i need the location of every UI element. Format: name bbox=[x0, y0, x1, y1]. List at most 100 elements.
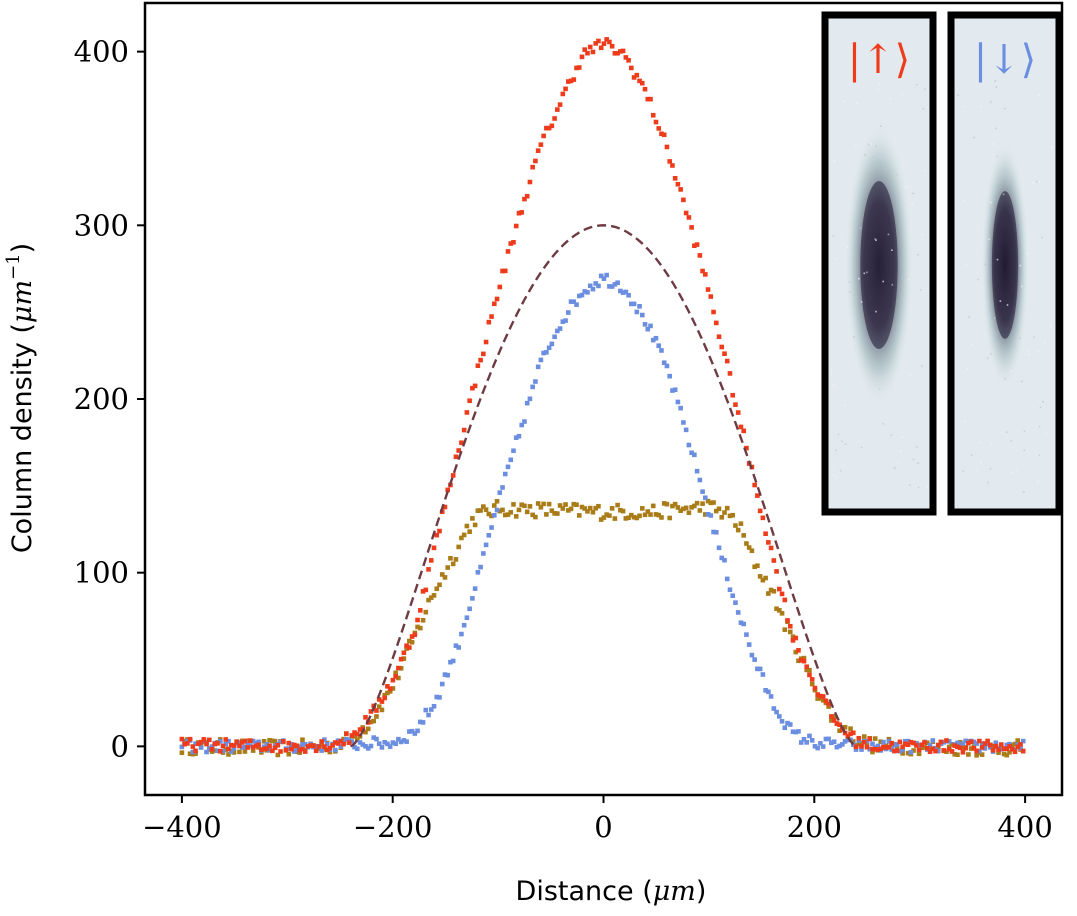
data-point bbox=[672, 387, 678, 393]
noise-speck bbox=[909, 484, 911, 487]
noise-speck bbox=[1023, 449, 1026, 452]
data-point bbox=[724, 576, 730, 582]
data-point bbox=[483, 339, 489, 345]
noise-speck bbox=[999, 300, 1002, 302]
noise-speck bbox=[965, 263, 968, 266]
data-point bbox=[590, 509, 596, 515]
data-point bbox=[766, 689, 771, 695]
data-point bbox=[242, 749, 248, 754]
data-point bbox=[820, 694, 826, 699]
data-point bbox=[590, 49, 596, 55]
data-point bbox=[387, 686, 393, 692]
noise-speck bbox=[908, 278, 910, 281]
x-tick-label: 400 bbox=[997, 810, 1052, 844]
data-point bbox=[818, 741, 823, 746]
data-point bbox=[659, 515, 664, 520]
data-point bbox=[456, 544, 461, 550]
noise-speck bbox=[917, 462, 919, 465]
data-point bbox=[935, 746, 941, 751]
data-point bbox=[478, 357, 483, 363]
data-point bbox=[338, 744, 344, 749]
noise-speck bbox=[1004, 377, 1007, 380]
data-point bbox=[601, 276, 607, 281]
data-point bbox=[256, 739, 261, 745]
data-point bbox=[768, 694, 774, 699]
data-point bbox=[426, 597, 431, 603]
data-point bbox=[516, 433, 522, 439]
data-point bbox=[516, 210, 522, 216]
noise-speck bbox=[860, 446, 863, 449]
data-point bbox=[752, 657, 757, 662]
data-point bbox=[886, 744, 892, 750]
data-point bbox=[741, 533, 746, 538]
data-point bbox=[426, 712, 431, 718]
data-point bbox=[187, 751, 193, 757]
data-point bbox=[793, 649, 799, 655]
data-point bbox=[1015, 742, 1021, 747]
data-point bbox=[653, 119, 659, 125]
noise-speck bbox=[912, 192, 914, 195]
data-point bbox=[842, 739, 848, 744]
data-point bbox=[598, 517, 604, 522]
data-point bbox=[420, 720, 426, 725]
data-point bbox=[631, 75, 637, 80]
data-point bbox=[831, 714, 837, 719]
data-point bbox=[538, 504, 544, 510]
data-point bbox=[801, 658, 807, 664]
data-point bbox=[223, 747, 229, 752]
data-point bbox=[486, 319, 492, 325]
data-point bbox=[239, 740, 245, 745]
data-point bbox=[757, 666, 763, 672]
data-point bbox=[494, 296, 500, 302]
data-point bbox=[755, 563, 760, 569]
data-point bbox=[390, 740, 396, 745]
data-point bbox=[722, 557, 727, 563]
noise-speck bbox=[844, 443, 847, 445]
noise-speck bbox=[1049, 325, 1052, 328]
data-point bbox=[305, 744, 311, 749]
data-point bbox=[922, 740, 927, 745]
data-point bbox=[253, 740, 259, 746]
data-point bbox=[1001, 751, 1007, 757]
data-point bbox=[527, 504, 533, 509]
data-point bbox=[642, 512, 648, 518]
data-point bbox=[382, 739, 387, 745]
noise-speck bbox=[916, 83, 918, 86]
data-point bbox=[434, 586, 440, 592]
noise-speck bbox=[848, 281, 851, 283]
data-point bbox=[705, 498, 711, 504]
data-point bbox=[678, 508, 683, 514]
noise-speck bbox=[1020, 380, 1023, 383]
data-point bbox=[226, 746, 231, 752]
data-point bbox=[585, 50, 590, 56]
data-point bbox=[949, 742, 955, 747]
data-point bbox=[239, 745, 245, 750]
data-point bbox=[755, 493, 760, 498]
data-point bbox=[952, 743, 957, 748]
data-point bbox=[930, 746, 936, 752]
data-point bbox=[437, 582, 442, 588]
data-point bbox=[481, 351, 486, 357]
data-point bbox=[623, 516, 629, 521]
data-point bbox=[522, 419, 527, 424]
data-point bbox=[300, 746, 305, 752]
data-point bbox=[346, 740, 352, 745]
data-point bbox=[467, 606, 472, 612]
data-point bbox=[1018, 745, 1023, 751]
data-point bbox=[807, 733, 812, 739]
data-point bbox=[401, 656, 407, 661]
data-point bbox=[703, 495, 708, 501]
noise-speck bbox=[1007, 182, 1009, 184]
data-point bbox=[925, 740, 930, 746]
data-point bbox=[557, 326, 563, 331]
data-point bbox=[555, 511, 560, 516]
data-point bbox=[483, 542, 489, 548]
data-point bbox=[434, 532, 440, 538]
data-point bbox=[500, 507, 505, 513]
noise-speck bbox=[1038, 94, 1040, 96]
data-point bbox=[634, 515, 640, 521]
data-point bbox=[357, 740, 363, 745]
data-point bbox=[311, 743, 316, 749]
data-point bbox=[615, 280, 620, 285]
data-point bbox=[365, 726, 371, 732]
